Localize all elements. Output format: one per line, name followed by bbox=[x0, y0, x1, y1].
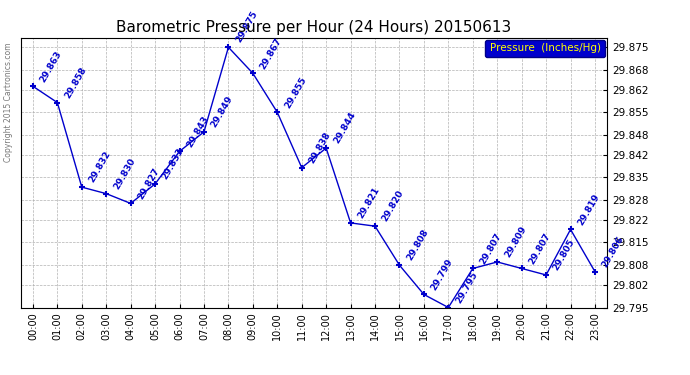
Legend: Pressure  (Inches/Hg): Pressure (Inches/Hg) bbox=[485, 40, 605, 57]
Text: 29.799: 29.799 bbox=[429, 257, 455, 292]
Text: 29.843: 29.843 bbox=[185, 114, 210, 148]
Text: 29.867: 29.867 bbox=[259, 36, 284, 70]
Text: 29.855: 29.855 bbox=[283, 75, 308, 109]
Text: 29.820: 29.820 bbox=[381, 189, 406, 224]
Text: 29.827: 29.827 bbox=[136, 166, 161, 201]
Text: 29.821: 29.821 bbox=[356, 186, 382, 220]
Text: 29.832: 29.832 bbox=[88, 150, 112, 184]
Text: 29.807: 29.807 bbox=[527, 231, 553, 266]
Text: 29.833: 29.833 bbox=[161, 147, 186, 181]
Text: 29.849: 29.849 bbox=[210, 94, 235, 129]
Text: 29.830: 29.830 bbox=[112, 156, 137, 191]
Text: 29.819: 29.819 bbox=[576, 192, 601, 226]
Text: 29.875: 29.875 bbox=[234, 10, 259, 45]
Text: 29.844: 29.844 bbox=[332, 111, 357, 146]
Text: 29.807: 29.807 bbox=[478, 231, 504, 266]
Title: Barometric Pressure per Hour (24 Hours) 20150613: Barometric Pressure per Hour (24 Hours) … bbox=[117, 20, 511, 35]
Text: 29.863: 29.863 bbox=[39, 49, 63, 84]
Text: 29.838: 29.838 bbox=[307, 130, 333, 165]
Text: 29.858: 29.858 bbox=[63, 65, 88, 100]
Text: 29.806: 29.806 bbox=[600, 234, 626, 269]
Text: 29.809: 29.809 bbox=[503, 225, 528, 259]
Text: 29.808: 29.808 bbox=[405, 228, 430, 262]
Text: 29.795: 29.795 bbox=[454, 270, 480, 305]
Text: Copyright 2015 Cartronics.com: Copyright 2015 Cartronics.com bbox=[4, 43, 13, 162]
Text: 29.805: 29.805 bbox=[552, 238, 577, 272]
